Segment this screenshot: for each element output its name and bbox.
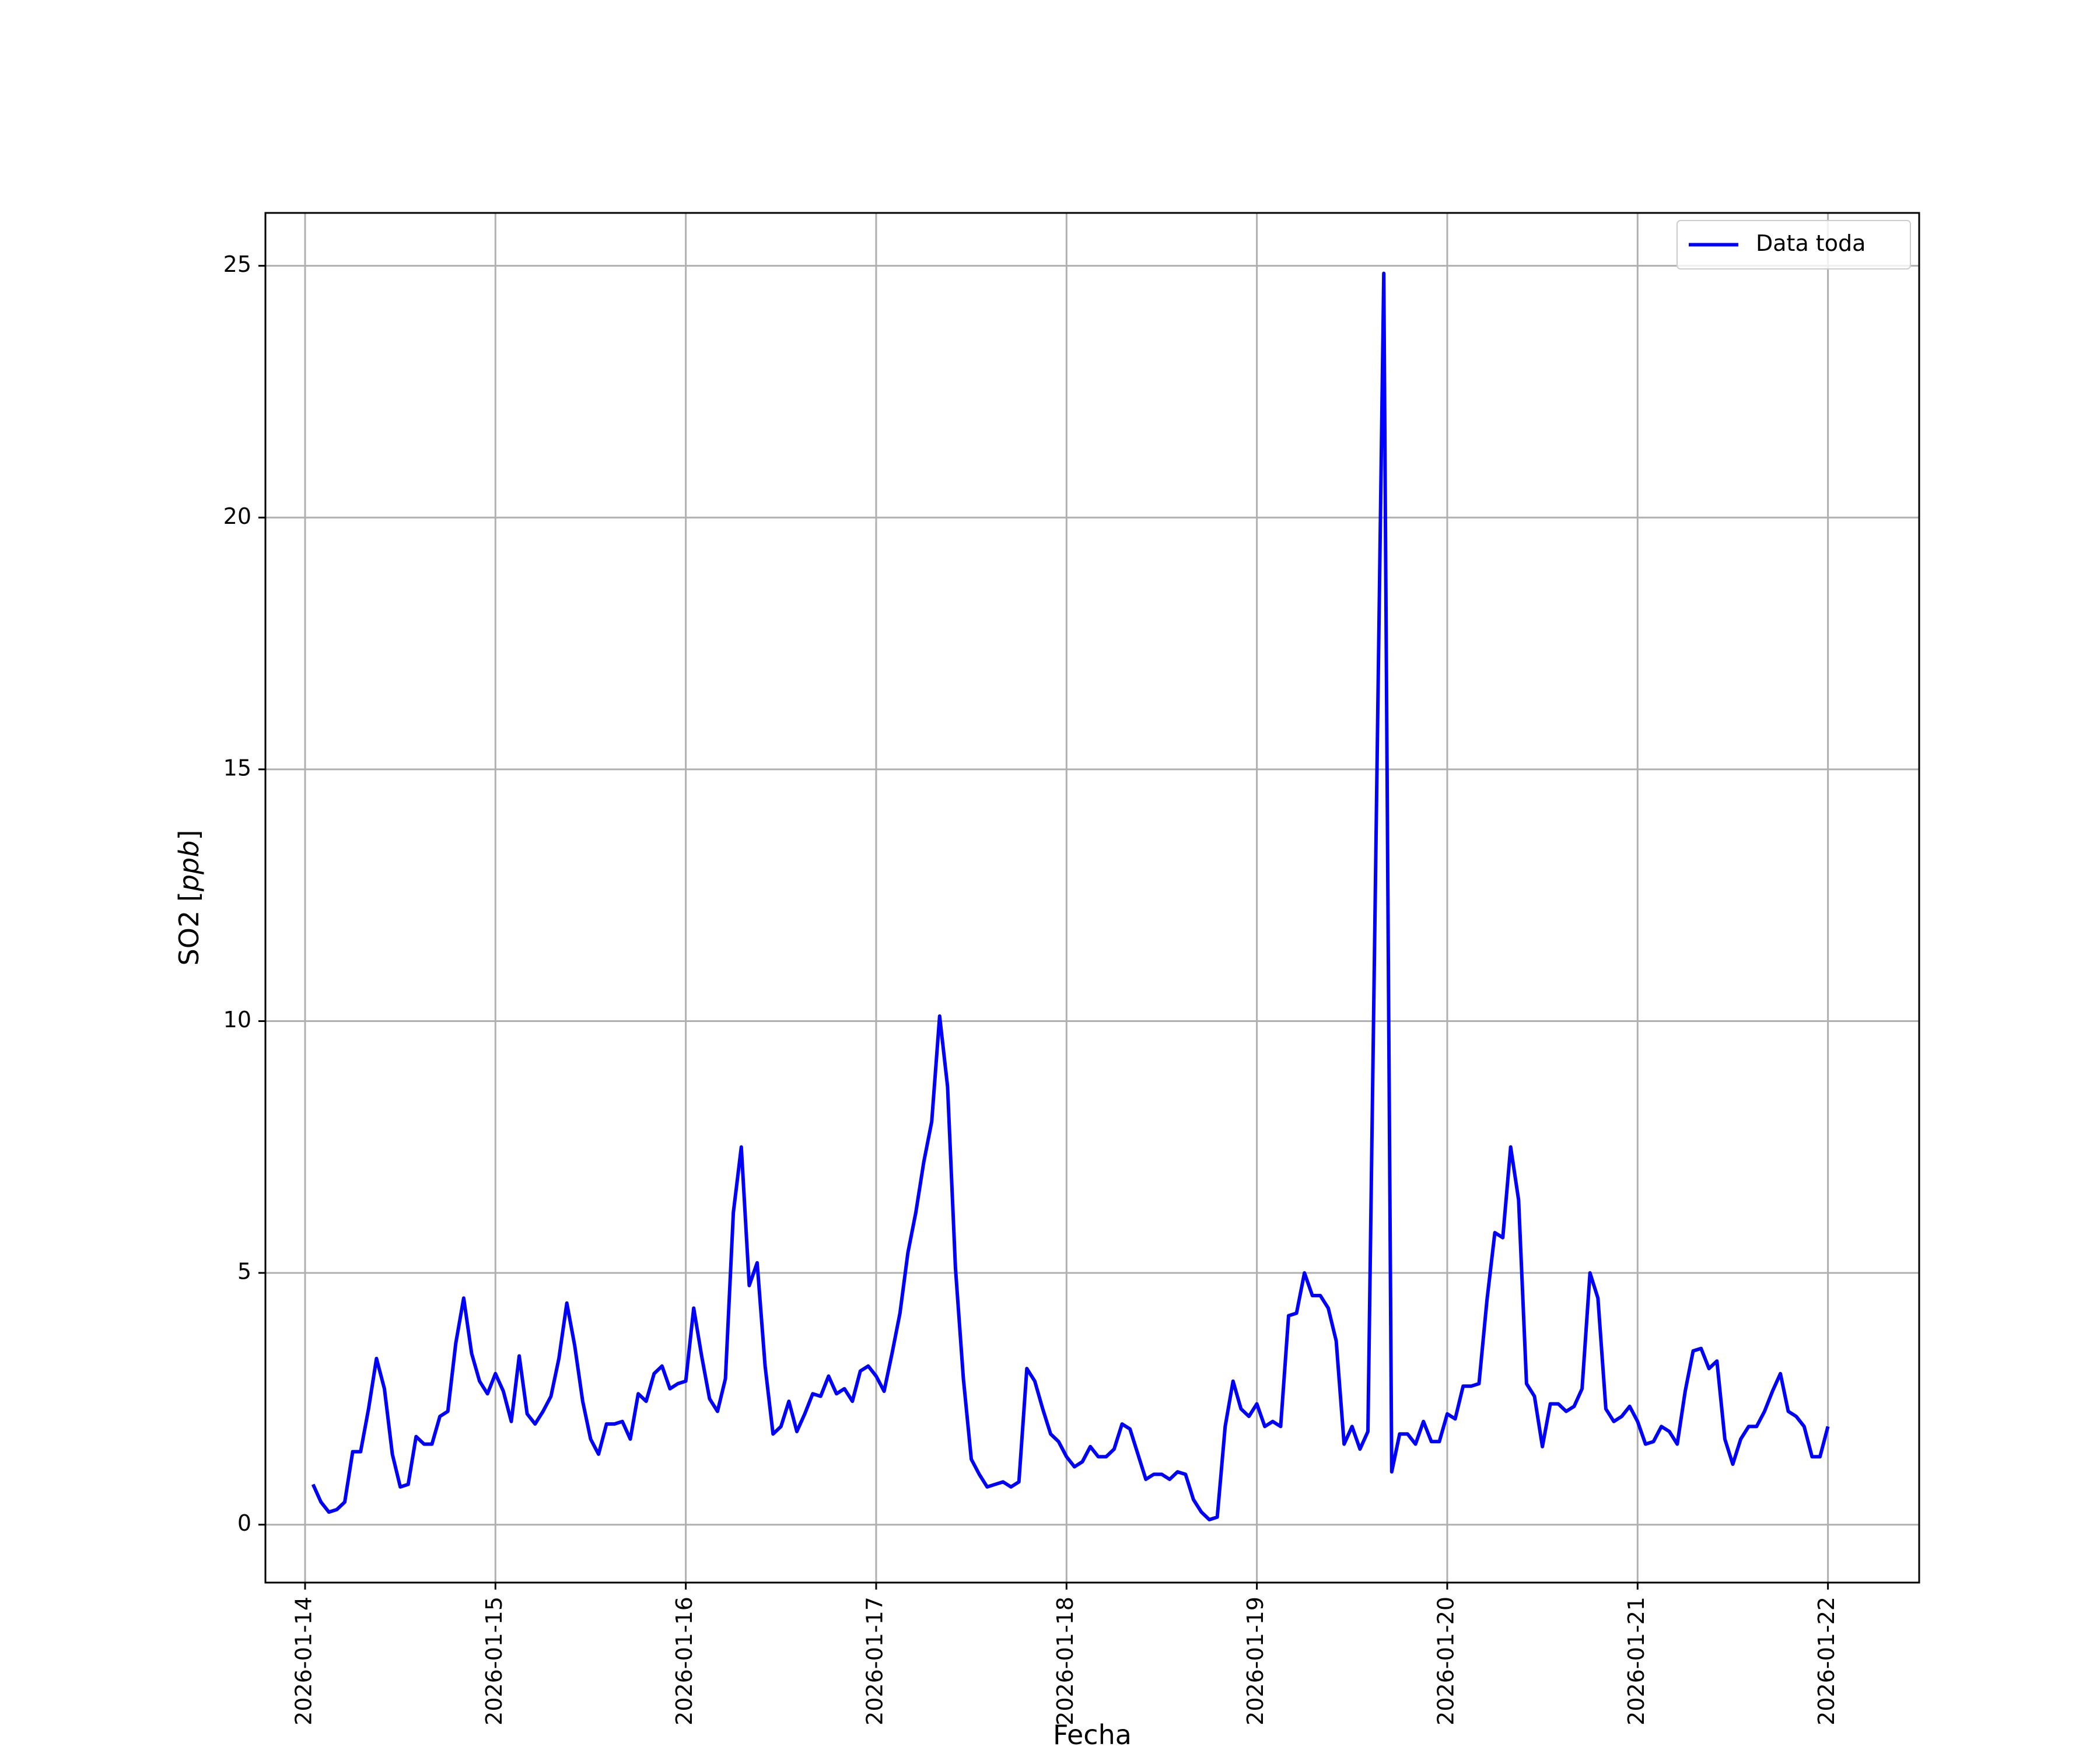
y-tick-label: 25 (223, 251, 251, 277)
x-tick-label: 2026-01-19 (1242, 1597, 1268, 1726)
y-tick-label: 15 (223, 755, 251, 780)
y-axis-title: SO2 [ppb] (173, 830, 205, 966)
x-axis-title: Fecha (1053, 1719, 1132, 1750)
y-tick-label: 10 (223, 1007, 251, 1032)
legend-box (1676, 220, 1911, 270)
y-axis-title-unit: ppb (173, 841, 205, 892)
x-tick-label: 2026-01-22 (1814, 1597, 1839, 1726)
plot-frame (264, 212, 1920, 1584)
y-axis-ticks: 0 5 10 15 20 25 (223, 251, 265, 1536)
legend: Data toda (1676, 220, 1911, 270)
x-tick-label: 2026-01-16 (671, 1597, 697, 1726)
y-axis-title-main: SO2 [ (173, 891, 205, 965)
y-tick-label: 20 (223, 503, 251, 529)
x-tick-label: 2026-01-21 (1623, 1597, 1649, 1726)
x-tick-label: 2026-01-15 (481, 1597, 507, 1726)
grid (265, 213, 1919, 1583)
x-axis-ticks: 2026-01-14 2026-01-15 2026-01-16 2026-01-17… (290, 1583, 1839, 1726)
series-line-data-toda (311, 271, 1830, 1522)
legend-label-data-toda: Data toda (1756, 230, 1866, 256)
x-tick-label: 2026-01-20 (1433, 1597, 1458, 1726)
y-axis-title-close: ] (173, 830, 205, 841)
y-tick-label: 5 (237, 1259, 251, 1284)
x-tick-label: 2026-01-17 (862, 1597, 887, 1726)
y-tick-label: 0 (237, 1510, 251, 1536)
x-tick-label: 2026-01-14 (290, 1597, 316, 1726)
x-tick-label: 2026-01-18 (1052, 1597, 1078, 1726)
